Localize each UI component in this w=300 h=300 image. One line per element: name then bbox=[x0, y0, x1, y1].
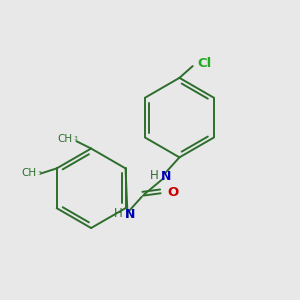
Text: Cl: Cl bbox=[197, 57, 212, 70]
Text: H: H bbox=[150, 169, 159, 182]
Text: CH: CH bbox=[22, 168, 37, 178]
Text: $_3$: $_3$ bbox=[73, 134, 79, 143]
Text: CH: CH bbox=[58, 134, 73, 144]
Text: O: O bbox=[167, 186, 178, 199]
Text: H: H bbox=[114, 207, 122, 220]
Text: N: N bbox=[125, 208, 135, 221]
Text: $_3$: $_3$ bbox=[37, 169, 43, 178]
Text: N: N bbox=[161, 170, 172, 183]
